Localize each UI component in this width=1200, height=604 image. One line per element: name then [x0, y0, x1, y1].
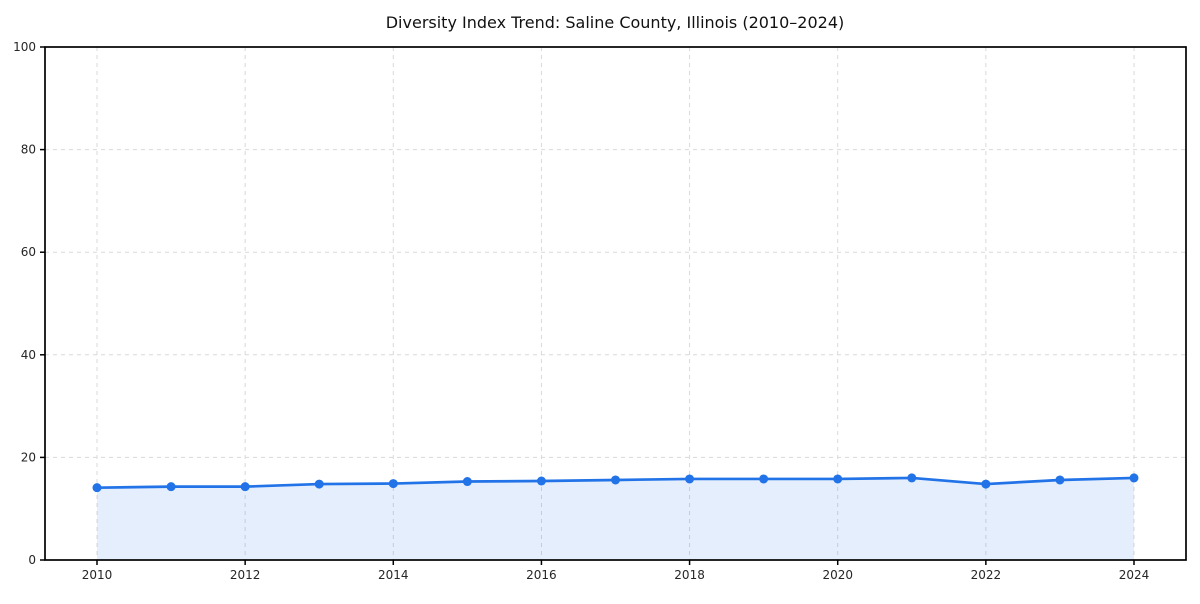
- y-tick-label: 0: [28, 553, 36, 567]
- x-tick-label: 2010: [82, 568, 113, 582]
- y-tick-label: 40: [21, 348, 36, 362]
- data-point: [92, 483, 102, 493]
- x-tick-label: 2016: [526, 568, 557, 582]
- data-point: [388, 479, 398, 489]
- data-point: [240, 482, 250, 492]
- x-tick-label: 2022: [971, 568, 1002, 582]
- area-fill: [97, 477, 1134, 560]
- data-point: [833, 474, 843, 484]
- data-point: [907, 473, 917, 483]
- data-point: [166, 482, 176, 492]
- x-tick-label: 2018: [674, 568, 705, 582]
- x-tick-label: 2020: [822, 568, 853, 582]
- chart-title: Diversity Index Trend: Saline County, Il…: [386, 13, 845, 32]
- data-point: [981, 479, 991, 489]
- y-tick-label: 60: [21, 245, 36, 259]
- data-point: [1129, 473, 1139, 483]
- data-point: [536, 476, 546, 486]
- axes-layer: [40, 46, 1187, 565]
- x-tick-label: 2024: [1119, 568, 1150, 582]
- data-point: [611, 475, 620, 485]
- data-point: [462, 477, 472, 487]
- data-point: [685, 474, 695, 484]
- series-layer: [92, 473, 1139, 560]
- data-point: [759, 474, 769, 484]
- plot-border: [44, 46, 1187, 561]
- x-tick-label: 2014: [378, 568, 409, 582]
- data-point: [314, 479, 324, 489]
- data-point: [1055, 475, 1065, 485]
- tick-label-layer: 2010 2012 2014 2016 2018 2020 2022 2024 0 20 40 60 8…: [13, 40, 1149, 582]
- x-tick-label: 2012: [230, 568, 261, 582]
- y-tick-label: 80: [21, 143, 36, 157]
- y-tick-label: 100: [13, 40, 36, 54]
- y-tick-label: 20: [21, 450, 36, 464]
